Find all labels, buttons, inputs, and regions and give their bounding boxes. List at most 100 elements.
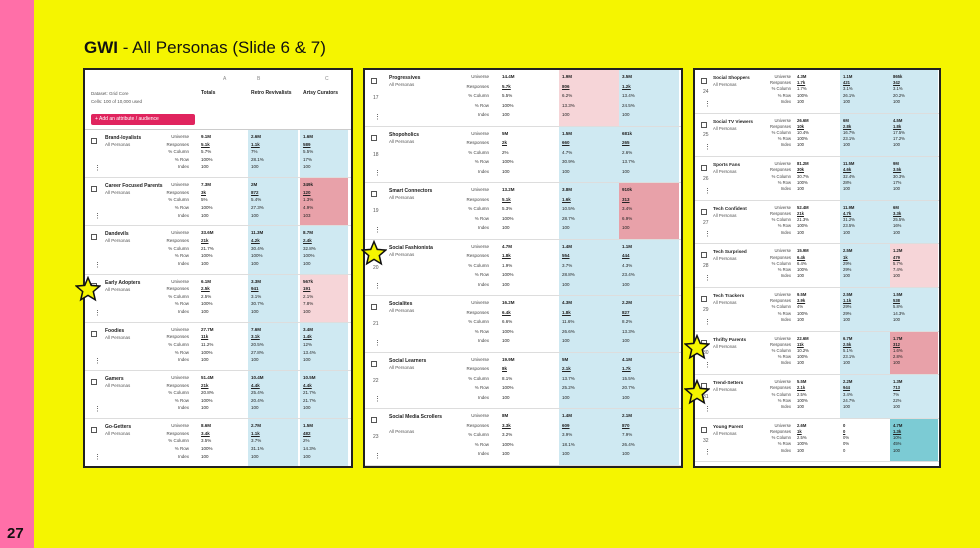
row-menu-icon[interactable]: ⋮ bbox=[94, 309, 101, 317]
row-menu-icon[interactable]: ⋮ bbox=[94, 261, 101, 269]
row-checkbox[interactable] bbox=[701, 165, 707, 172]
table-row[interactable]: 31 ⋮ Trend-Setters All Personas Universe Resp… bbox=[695, 375, 939, 419]
cell-value: 5.7k bbox=[502, 83, 511, 89]
table-row[interactable]: 25 ⋮ Social TV Viewers All Personas Universe… bbox=[695, 113, 939, 158]
row-checkbox[interactable] bbox=[701, 208, 707, 215]
row-menu-icon[interactable]: ⋮ bbox=[94, 406, 101, 414]
table-row[interactable]: 21 ⋮ Socialites All Personas Universe Respons… bbox=[365, 296, 681, 353]
audience-dataset: All Personas bbox=[713, 212, 737, 218]
row-menu-icon[interactable]: ⋮ bbox=[94, 357, 101, 365]
row-menu-icon[interactable]: ⋮ bbox=[704, 100, 711, 108]
cell-value: 5M bbox=[562, 356, 569, 362]
table-row[interactable]: 17 ⋮ Progressives All Personas Universe Respo… bbox=[365, 70, 681, 127]
cell-value: 8.1% bbox=[502, 375, 513, 381]
row-menu-icon[interactable]: ⋮ bbox=[704, 405, 711, 413]
row-menu-icon[interactable]: ⋮ bbox=[704, 274, 711, 282]
cell-value: 9.1M bbox=[201, 134, 212, 139]
cell-value: 4.6k bbox=[843, 167, 852, 173]
row-checkbox[interactable] bbox=[701, 295, 707, 302]
cell-value: 100 bbox=[797, 316, 804, 322]
metric-label: % Row bbox=[777, 310, 791, 316]
table-row[interactable]: 32 ⋮ Young Parent All Personas Universe Respo… bbox=[695, 418, 939, 463]
row-checkbox[interactable] bbox=[701, 121, 707, 128]
table-row[interactable]: ⋮ Brand-loyalists All Personas Universe Resp… bbox=[85, 130, 351, 179]
cell-value: 15.5% bbox=[622, 375, 635, 381]
cell-value: 2.5% bbox=[201, 293, 212, 299]
metric-label: % Column bbox=[771, 260, 791, 266]
title-rest: - All Personas (Slide 6 & 7) bbox=[118, 38, 326, 57]
table-row[interactable]: 26 ⋮ Sports Fans All Personas Universe Respon… bbox=[695, 157, 939, 201]
row-menu-icon[interactable]: ⋮ bbox=[94, 454, 101, 462]
table-row[interactable]: ⋮ Dandevils All Personas Universe Responses%… bbox=[85, 226, 351, 275]
cell-value: 100 bbox=[797, 403, 804, 409]
cell-value: 17% bbox=[303, 156, 313, 162]
audience-dataset: All Personas bbox=[713, 299, 737, 305]
column-header-artsy[interactable]: Artsy Curators bbox=[303, 90, 339, 96]
cell-value: 4.7M bbox=[502, 243, 513, 249]
row-checkbox[interactable] bbox=[371, 191, 377, 197]
row-menu-icon[interactable]: ⋮ bbox=[94, 165, 101, 173]
row-menu-icon[interactable]: ⋮ bbox=[704, 187, 711, 195]
row-menu-icon[interactable]: ⋮ bbox=[374, 226, 381, 234]
row-checkbox[interactable] bbox=[91, 378, 97, 385]
table-row[interactable]: 27 ⋮ Tech Confident All Personas Universe Res… bbox=[695, 200, 939, 245]
row-checkbox[interactable] bbox=[91, 234, 97, 241]
cell-value: 100 bbox=[303, 260, 311, 266]
row-menu-icon[interactable]: ⋮ bbox=[704, 231, 711, 239]
row-checkbox[interactable] bbox=[91, 330, 97, 337]
row-menu-icon[interactable]: ⋮ bbox=[374, 283, 381, 290]
table-row[interactable]: 22 ⋮ Social Learners All Personas Universe Re… bbox=[365, 352, 681, 409]
row-checkbox[interactable] bbox=[701, 426, 707, 433]
column-header-retro[interactable]: Retro Revivalists bbox=[251, 90, 292, 96]
add-attribute-button[interactable]: + Add an attribute / audience bbox=[91, 114, 195, 125]
row-menu-icon[interactable]: ⋮ bbox=[94, 213, 101, 221]
row-checkbox[interactable] bbox=[91, 427, 97, 434]
table-row[interactable]: 28 ⋮ Tech Surprised All Personas Universe Res… bbox=[695, 244, 939, 288]
row-checkbox[interactable] bbox=[701, 252, 707, 259]
table-row[interactable]: 30 ⋮ Thrifty Parents All Personas Universe Re… bbox=[695, 331, 939, 376]
row-menu-icon[interactable]: ⋮ bbox=[374, 452, 381, 460]
row-menu-icon[interactable]: ⋮ bbox=[704, 362, 711, 370]
row-checkbox[interactable] bbox=[701, 78, 707, 84]
cell-value: 11k bbox=[201, 334, 209, 340]
table-row[interactable]: ⋮ Gamers All Personas Universe Responses % Co… bbox=[85, 370, 351, 420]
row-checkbox[interactable] bbox=[91, 186, 97, 193]
row-number: 22 bbox=[373, 377, 379, 384]
cell-value: 100% bbox=[502, 272, 514, 277]
table-row[interactable]: 29 ⋮ Tech Trackers All Personas Universe Resp… bbox=[695, 287, 939, 332]
row-menu-icon[interactable]: ⋮ bbox=[374, 170, 381, 177]
table-row[interactable]: 19 ⋮ Smart Connectors All Personas Universe R… bbox=[365, 183, 681, 240]
metric-label: Index bbox=[177, 308, 189, 314]
row-menu-icon[interactable]: ⋮ bbox=[374, 113, 381, 121]
cell-value: 100% bbox=[201, 397, 213, 403]
cell-value: 10.4% bbox=[797, 129, 809, 135]
row-menu-icon[interactable]: ⋮ bbox=[704, 144, 711, 152]
row-checkbox[interactable] bbox=[371, 134, 377, 141]
table-row[interactable]: 18 ⋮ Shopoholics All Personas Universe Respon… bbox=[365, 126, 681, 183]
table-row[interactable]: 20 ⋮ Social Fashionista All Personas Univers… bbox=[365, 239, 681, 296]
row-menu-icon[interactable]: ⋮ bbox=[704, 318, 711, 326]
cell-value: 100 bbox=[502, 225, 510, 230]
star-icon bbox=[361, 240, 387, 266]
row-checkbox[interactable] bbox=[371, 78, 377, 84]
row-checkbox[interactable] bbox=[371, 360, 377, 367]
cell-value: 1.1M bbox=[843, 74, 853, 79]
row-menu-icon[interactable]: ⋮ bbox=[374, 396, 381, 403]
table-row[interactable]: ⋮ Early Adopters All Personas Universe Respo… bbox=[85, 274, 351, 323]
row-menu-icon[interactable]: ⋮ bbox=[374, 339, 381, 347]
row-number: 32 bbox=[703, 437, 709, 444]
cell-value: 865k bbox=[893, 74, 903, 79]
row-checkbox[interactable] bbox=[91, 138, 97, 144]
column-letter-c: C bbox=[325, 76, 329, 82]
table-row[interactable]: ⋮ Go-Getters All Personas Universe Responses… bbox=[85, 419, 351, 466]
table-row[interactable]: 23 ⋮ Social Media Scrollers All Personas Uni… bbox=[365, 409, 681, 466]
metric-label: % Column bbox=[168, 390, 189, 396]
cell-value: 1.6% bbox=[893, 347, 903, 353]
table-row[interactable]: ⋮ Career Focused Parents All Personas Unive… bbox=[85, 178, 351, 227]
row-checkbox[interactable] bbox=[371, 417, 377, 423]
table-row[interactable]: 24 ⋮ Social Shoppers All Personas Universe Re… bbox=[695, 70, 939, 114]
table-row[interactable]: ⋮ Foodies All Personas Universe Responses% C… bbox=[85, 322, 351, 371]
row-menu-icon[interactable]: ⋮ bbox=[704, 449, 711, 457]
row-checkbox[interactable] bbox=[371, 304, 377, 310]
column-header-totals[interactable]: Totals bbox=[201, 90, 216, 96]
